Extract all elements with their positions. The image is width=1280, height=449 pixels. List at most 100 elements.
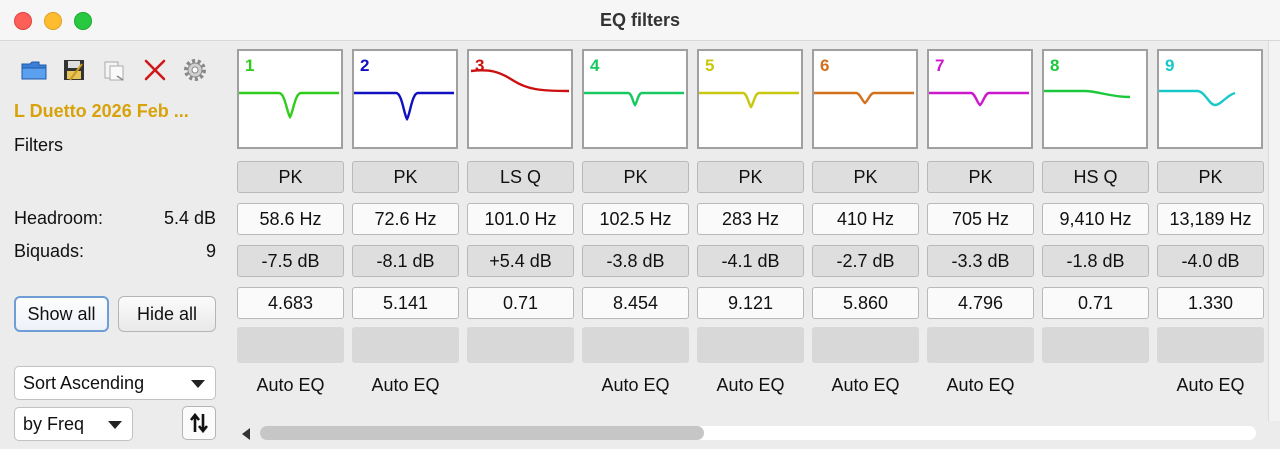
filters-strip: 1 PK 58.6 Hz -7.5 dB 4.683 Auto EQ 2 PK …	[236, 41, 1266, 449]
filter-gain-field[interactable]: +5.4 dB	[467, 245, 574, 277]
filter-frequency-field[interactable]: 705 Hz	[927, 203, 1034, 235]
filter-frequency-field[interactable]: 101.0 Hz	[467, 203, 574, 235]
sort-direction-button[interactable]	[182, 406, 216, 440]
filter-number: 2	[360, 56, 370, 75]
filter-q-field[interactable]: 0.71	[1042, 287, 1149, 319]
zoom-window-button[interactable]	[74, 12, 92, 30]
settings-gear-icon[interactable]	[181, 57, 209, 83]
biquads-label: Biquads:	[14, 241, 85, 261]
delete-icon[interactable]	[141, 57, 169, 83]
filter-blank-slot	[927, 327, 1034, 363]
filter-gain-field[interactable]: -3.8 dB	[582, 245, 689, 277]
filter-response-graph[interactable]: 9	[1157, 49, 1263, 149]
filter-column: 9 PK 13,189 Hz -4.0 dB 1.330 Auto EQ	[1156, 41, 1265, 401]
filter-gain-field[interactable]: -2.7 dB	[812, 245, 919, 277]
filter-number: 1	[245, 56, 255, 75]
chevron-down-icon	[191, 380, 205, 388]
filter-blank-slot	[467, 327, 574, 363]
vertical-scrollbar[interactable]	[1268, 41, 1280, 421]
response-curve	[1159, 89, 1236, 107]
close-window-button[interactable]	[14, 12, 32, 30]
filter-auto-eq-label: Auto EQ	[831, 375, 900, 395]
sort-by-select[interactable]: by Freq	[14, 407, 133, 441]
filter-number: 4	[590, 56, 600, 75]
sort-by-value: by Freq	[23, 414, 85, 434]
biquads-value: 9	[205, 241, 216, 261]
filter-q-field[interactable]: 9.121	[697, 287, 804, 319]
filter-column: 2 PK 72.6 Hz -8.1 dB 5.141 Auto EQ	[351, 41, 460, 401]
filter-type-button[interactable]: PK	[812, 161, 919, 193]
scroll-thumb[interactable]	[260, 426, 704, 440]
filter-frequency-field[interactable]: 58.6 Hz	[237, 203, 344, 235]
filter-type-button[interactable]: HS Q	[1042, 161, 1149, 193]
save-icon[interactable]	[60, 57, 88, 83]
filter-blank-slot	[1157, 327, 1264, 363]
horizontal-scrollbar[interactable]	[236, 420, 1266, 446]
filter-type-button[interactable]: PK	[1157, 161, 1264, 193]
filter-q-field[interactable]: 4.796	[927, 287, 1034, 319]
filter-response-graph[interactable]: 6	[812, 49, 918, 149]
filter-q-field[interactable]: 5.141	[352, 287, 459, 319]
filter-gain-field[interactable]: -8.1 dB	[352, 245, 459, 277]
filter-type-button[interactable]: PK	[582, 161, 689, 193]
response-curve	[1044, 89, 1131, 99]
filter-response-graph[interactable]: 8	[1042, 49, 1148, 149]
filter-blank-slot	[812, 327, 919, 363]
filter-frequency-field[interactable]: 13,189 Hz	[1157, 203, 1264, 235]
filter-q-field[interactable]: 0.71	[467, 287, 574, 319]
hide-all-button[interactable]: Hide all	[118, 296, 216, 332]
open-folder-icon[interactable]	[20, 57, 48, 83]
response-curve	[929, 91, 1029, 107]
response-curve	[239, 91, 339, 120]
filter-type-button[interactable]: PK	[237, 161, 344, 193]
filter-number: 9	[1165, 56, 1175, 75]
filter-frequency-field[interactable]: 283 Hz	[697, 203, 804, 235]
response-curve	[354, 91, 454, 122]
filter-response-graph[interactable]: 2	[352, 49, 458, 149]
filter-response-graph[interactable]: 5	[697, 49, 803, 149]
filter-blank-slot	[582, 327, 689, 363]
preset-name: L Duetto 2026 Feb ...	[14, 101, 189, 121]
filter-auto-eq-label: Auto EQ	[1176, 375, 1245, 395]
filter-q-field[interactable]: 1.330	[1157, 287, 1264, 319]
filter-gain-field[interactable]: -7.5 dB	[237, 245, 344, 277]
window-title: EQ filters	[599, 10, 681, 30]
filter-type-button[interactable]: PK	[352, 161, 459, 193]
chevron-down-icon	[108, 421, 122, 429]
filter-type-button[interactable]: LS Q	[467, 161, 574, 193]
filter-gain-field[interactable]: -1.8 dB	[1042, 245, 1149, 277]
filter-frequency-field[interactable]: 9,410 Hz	[1042, 203, 1149, 235]
filter-response-graph[interactable]: 4	[582, 49, 688, 149]
filter-q-field[interactable]: 8.454	[582, 287, 689, 319]
filter-q-field[interactable]: 4.683	[237, 287, 344, 319]
headroom-value: 5.4 dB	[163, 208, 216, 228]
scroll-left-icon[interactable]	[242, 428, 250, 440]
response-curve	[814, 91, 914, 105]
swap-arrows-icon	[189, 412, 209, 434]
filter-column: 5 PK 283 Hz -4.1 dB 9.121 Auto EQ	[696, 41, 805, 401]
filter-number: 8	[1050, 56, 1060, 75]
filter-frequency-field[interactable]: 72.6 Hz	[352, 203, 459, 235]
filter-gain-field[interactable]: -4.1 dB	[697, 245, 804, 277]
copy-icon[interactable]	[100, 57, 128, 83]
title-bar: EQ filters	[0, 0, 1280, 41]
sort-order-select[interactable]: Sort Ascending	[14, 366, 216, 400]
filter-column: 4 PK 102.5 Hz -3.8 dB 8.454 Auto EQ	[581, 41, 690, 401]
filter-response-graph[interactable]: 3	[467, 49, 573, 149]
filter-gain-field[interactable]: -3.3 dB	[927, 245, 1034, 277]
filter-q-field[interactable]: 5.860	[812, 287, 919, 319]
filter-type-button[interactable]: PK	[927, 161, 1034, 193]
filter-column: 1 PK 58.6 Hz -7.5 dB 4.683 Auto EQ	[236, 41, 345, 401]
filter-response-graph[interactable]: 7	[927, 49, 1033, 149]
filter-blank-slot	[1042, 327, 1149, 363]
filter-gain-field[interactable]: -4.0 dB	[1157, 245, 1264, 277]
response-curve	[584, 91, 684, 107]
filter-blank-slot	[237, 327, 344, 363]
show-all-button[interactable]: Show all	[14, 296, 109, 332]
filter-response-graph[interactable]: 1	[237, 49, 343, 149]
filter-type-button[interactable]: PK	[697, 161, 804, 193]
filter-frequency-field[interactable]: 102.5 Hz	[582, 203, 689, 235]
filter-frequency-field[interactable]: 410 Hz	[812, 203, 919, 235]
minimize-window-button[interactable]	[44, 12, 62, 30]
